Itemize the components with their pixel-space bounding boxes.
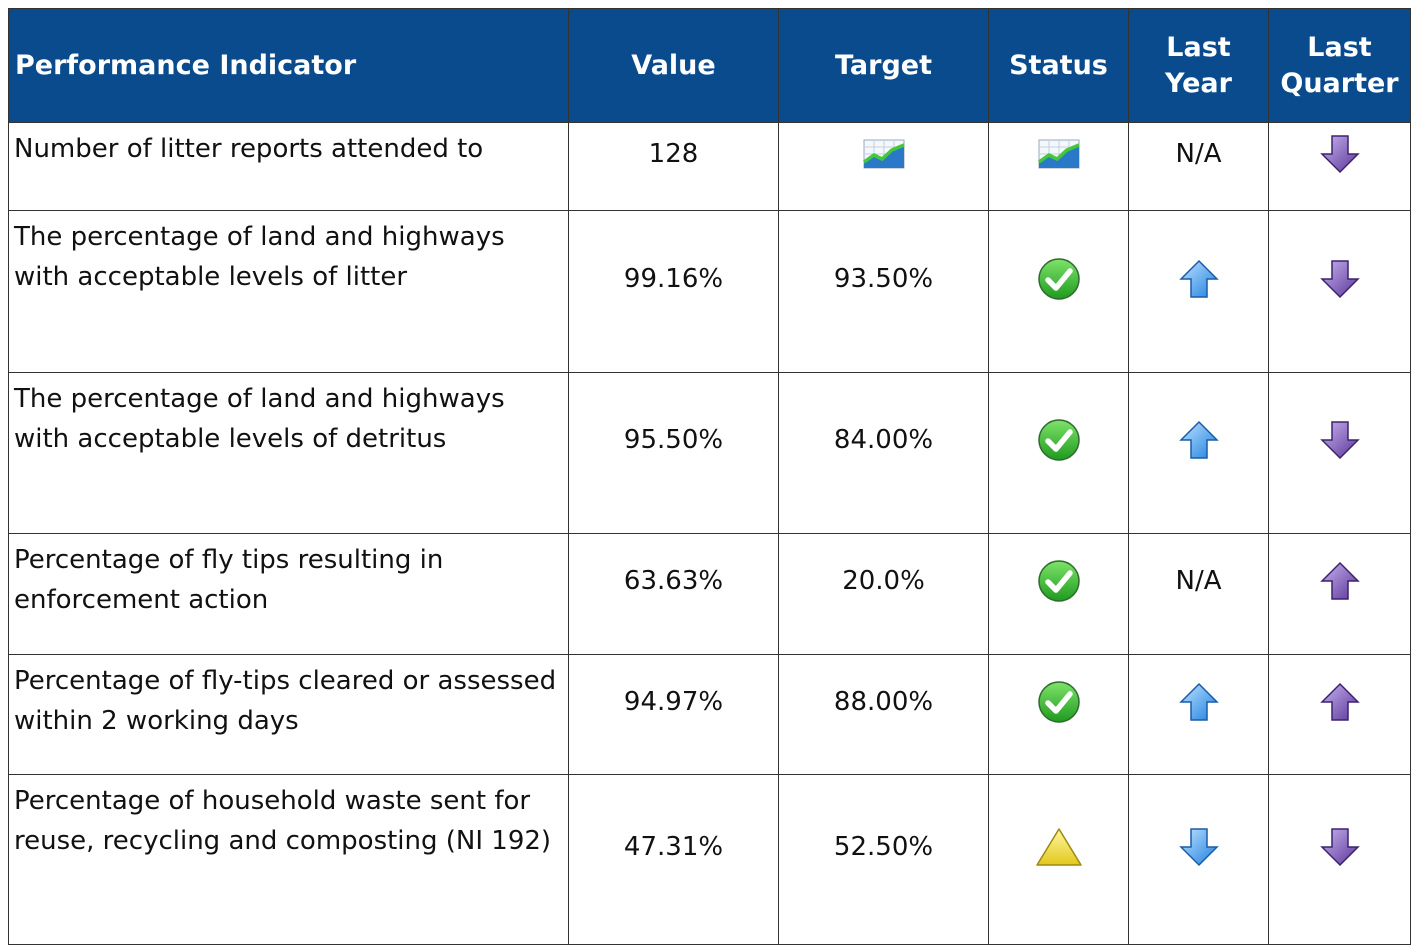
header-cell: Last Quarter: [1268, 8, 1411, 123]
header-cell: Target: [778, 8, 989, 123]
row: The percentage of land and highways with…: [8, 210, 1411, 373]
row: Percentage of fly-tips cleared or assess…: [8, 654, 1411, 775]
status-cell: [988, 533, 1129, 655]
header-cell: Status: [988, 8, 1129, 123]
value-cell: 95.50%: [568, 372, 779, 534]
target-cell: 52.50%: [778, 774, 989, 945]
performance-table: Performance Indicator Value Target Statu…: [8, 8, 1411, 945]
up-arrow-icon: [1179, 259, 1219, 299]
last-quarter-cell: [1268, 210, 1411, 373]
last-year-cell: [1128, 210, 1269, 373]
header-cell: Performance Indicator: [8, 8, 569, 123]
last-quarter-cell: [1268, 372, 1411, 534]
last-year-cell: N/A: [1128, 533, 1269, 655]
indicator-cell: The percentage of land and highways with…: [8, 210, 569, 373]
check-icon: [1037, 418, 1081, 462]
last-year-cell: N/A: [1128, 122, 1269, 211]
check-icon: [1037, 559, 1081, 603]
last-year-cell: [1128, 774, 1269, 945]
indicator-cell: The percentage of land and highways with…: [8, 372, 569, 534]
up-arrow-icon: [1179, 682, 1219, 722]
indicator-cell: Number of litter reports attended to: [8, 122, 569, 211]
status-cell: [988, 774, 1129, 945]
value-cell: 47.31%: [568, 774, 779, 945]
target-cell: 20.0%: [778, 533, 989, 655]
up-arrow-icon: [1320, 682, 1360, 722]
chart-icon: [1037, 138, 1081, 170]
target-cell: [778, 122, 989, 211]
down-arrow-icon: [1179, 827, 1219, 867]
last-quarter-cell: [1268, 122, 1411, 211]
row: The percentage of land and highways with…: [8, 372, 1411, 534]
indicator-cell: Percentage of fly-tips cleared or assess…: [8, 654, 569, 775]
row: Number of litter reports attended to 128…: [8, 122, 1411, 211]
value-cell: 94.97%: [568, 654, 779, 775]
status-cell: [988, 210, 1129, 373]
header-cell: Value: [568, 8, 779, 123]
down-arrow-icon: [1320, 827, 1360, 867]
row: Percentage of fly tips resulting in enfo…: [8, 533, 1411, 655]
warning-icon: [1035, 826, 1083, 868]
up-arrow-icon: [1179, 420, 1219, 460]
indicator-cell: Percentage of household waste sent for r…: [8, 774, 569, 945]
check-icon: [1037, 680, 1081, 724]
last-year-cell: [1128, 654, 1269, 775]
status-cell: [988, 372, 1129, 534]
last-year-cell: [1128, 372, 1269, 534]
value-cell: 63.63%: [568, 533, 779, 655]
value-cell: 99.16%: [568, 210, 779, 373]
check-icon: [1037, 257, 1081, 301]
down-arrow-icon: [1320, 420, 1360, 460]
last-quarter-cell: [1268, 654, 1411, 775]
value-cell: 128: [568, 122, 779, 211]
header-row: Performance Indicator Value Target Statu…: [8, 8, 1411, 123]
status-cell: [988, 122, 1129, 211]
status-cell: [988, 654, 1129, 775]
target-cell: 88.00%: [778, 654, 989, 775]
header-cell: Last Year: [1128, 8, 1269, 123]
last-quarter-cell: [1268, 774, 1411, 945]
target-cell: 93.50%: [778, 210, 989, 373]
chart-icon: [862, 138, 906, 170]
target-cell: 84.00%: [778, 372, 989, 534]
indicator-cell: Percentage of fly tips resulting in enfo…: [8, 533, 569, 655]
up-arrow-icon: [1320, 561, 1360, 601]
down-arrow-icon: [1320, 134, 1360, 174]
row: Percentage of household waste sent for r…: [8, 774, 1411, 945]
last-quarter-cell: [1268, 533, 1411, 655]
down-arrow-icon: [1320, 259, 1360, 299]
